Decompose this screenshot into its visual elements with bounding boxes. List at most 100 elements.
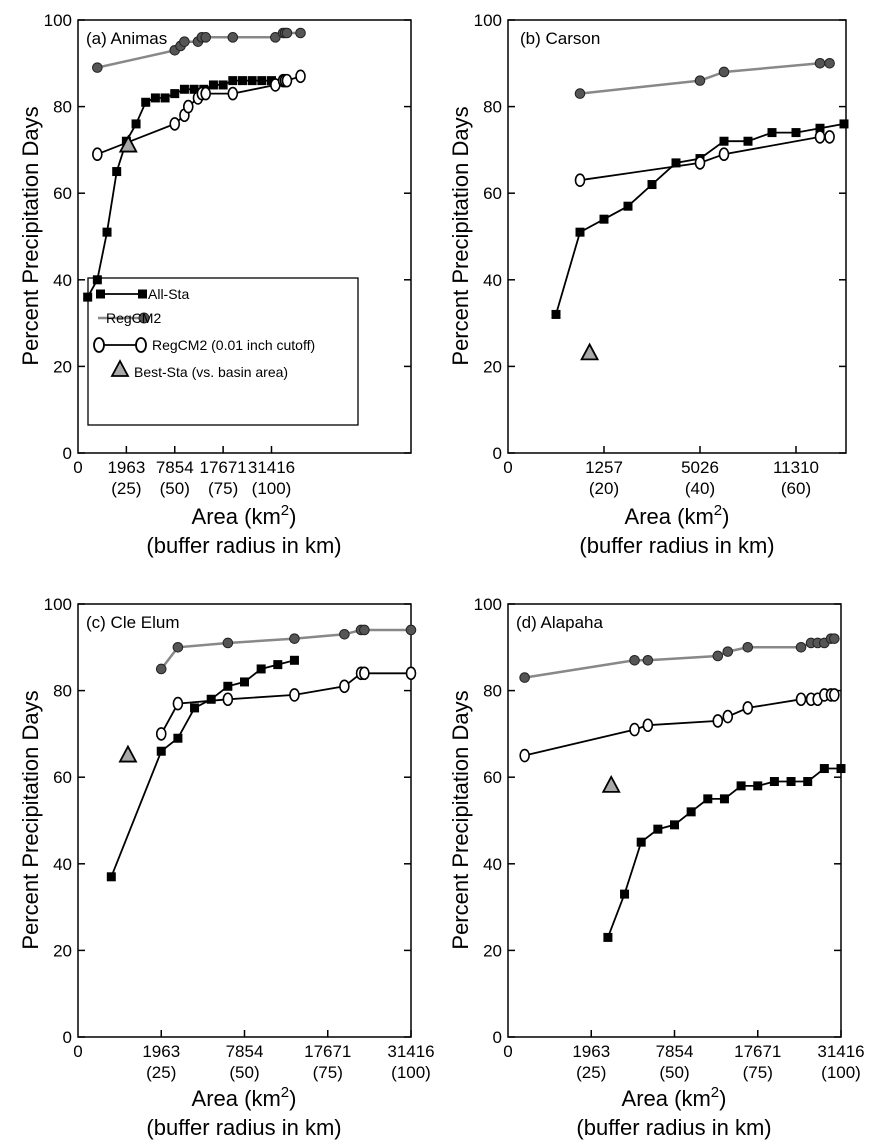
x-tick-sublabel: (40)	[685, 479, 715, 498]
point-all-sta	[719, 794, 729, 804]
series-line-all-sta	[110, 659, 295, 878]
y-tick-label: 0	[63, 444, 72, 463]
point-all-sta	[815, 123, 825, 133]
x-axis-sublabel: (buffer radius in km)	[579, 533, 774, 558]
x-tick-sublabel: (50)	[229, 1063, 259, 1082]
point-all-sta	[653, 824, 663, 834]
x-axis-label: Area (km2)	[625, 502, 730, 529]
point-best-sta	[580, 342, 600, 361]
point-all-sta	[743, 136, 753, 146]
legend-marker-oval	[93, 337, 105, 353]
point-all-sta	[102, 227, 112, 237]
point-regcm2-cutoff	[712, 714, 724, 728]
point-regcm2-cutoff	[169, 117, 181, 131]
y-tick-label: 0	[63, 1028, 72, 1047]
point-regcm2-cutoff	[814, 130, 826, 144]
panel-cle-elum: (c) Cle Elum Percent Precipitation Days …	[18, 595, 435, 1140]
point-all-sta	[647, 180, 657, 190]
point-regcm2	[222, 637, 234, 649]
x-tick-label: 11310	[773, 458, 819, 477]
legend-label-all-sta: All-Sta	[148, 286, 189, 302]
point-all-sta	[791, 128, 801, 138]
point-all-sta	[189, 84, 199, 94]
point-regcm2	[289, 633, 300, 644]
y-tick-label: 20	[483, 941, 502, 960]
point-regcm2	[694, 75, 706, 86]
point-all-sta	[620, 889, 630, 899]
point-regcm2	[814, 58, 826, 69]
legend-marker-square	[96, 289, 105, 299]
x-axis-label: Area (km2)	[192, 1084, 297, 1111]
y-tick-label: 60	[53, 768, 72, 787]
point-all-sta	[686, 807, 696, 817]
point-regcm2-cutoff	[172, 696, 184, 711]
y-tick-label: 40	[53, 855, 72, 874]
y-axis-label: Percent Precipitation Days	[18, 690, 43, 949]
point-all-sta	[273, 660, 283, 670]
legend-marker-circle	[138, 312, 150, 324]
y-tick-label: 80	[53, 682, 72, 701]
point-all-sta	[218, 80, 228, 90]
point-regcm2	[629, 654, 640, 666]
point-regcm2	[92, 62, 103, 73]
x-tick-sublabel: (20)	[589, 479, 619, 498]
point-regcm2	[829, 633, 840, 644]
point-regcm2	[281, 27, 293, 39]
y-tick-label: 20	[53, 941, 72, 960]
x-tick-sublabel: (75)	[313, 1063, 343, 1082]
point-regcm2-cutoff	[795, 692, 807, 707]
x-tick-label: 31416	[387, 1042, 434, 1061]
point-all-sta	[289, 655, 299, 665]
legend-marker-square	[138, 289, 147, 299]
point-regcm2	[172, 642, 184, 653]
point-regcm2-cutoff	[155, 727, 167, 741]
panel-animas: (a) Animas Percent Precipitation Days Ar…	[18, 11, 412, 558]
x-tick-sublabel: (100)	[821, 1063, 861, 1082]
point-regcm2-cutoff	[339, 679, 350, 694]
panel-title: (c) Cle Elum	[86, 613, 180, 632]
y-tick-label: 80	[483, 98, 502, 117]
point-all-sta	[671, 158, 681, 168]
point-all-sta	[150, 93, 160, 103]
point-regcm2	[155, 663, 167, 675]
point-all-sta	[223, 681, 233, 691]
y-axis-label: Percent Precipitation Days	[18, 106, 43, 365]
y-tick-label: 0	[493, 444, 502, 463]
point-regcm2	[359, 624, 370, 636]
plot-marks: 0 20 40 60 80 100 0 1963 (25) 7854 (50) 17671 (75) 31…	[44, 11, 411, 498]
point-regcm2-cutoff	[182, 99, 194, 114]
x-tick-label: 31416	[817, 1042, 864, 1061]
x-tick-label: 7854	[656, 1042, 694, 1061]
x-axis-sublabel: (buffer radius in km)	[146, 533, 341, 558]
point-regcm2	[824, 58, 835, 69]
point-regcm2	[295, 27, 306, 39]
series-line-regcm2-cutoff	[524, 694, 835, 757]
point-all-sta	[206, 694, 216, 704]
x-tick-sublabel: (25)	[146, 1063, 176, 1082]
point-regcm2-cutoff	[574, 173, 586, 188]
y-tick-label: 40	[483, 855, 502, 874]
point-regcm2	[227, 32, 239, 43]
point-regcm2	[712, 650, 724, 662]
point-regcm2	[405, 624, 417, 636]
y-tick-label: 40	[53, 271, 72, 290]
point-all-sta	[112, 167, 122, 177]
x-tick-label: 17671	[199, 458, 246, 477]
y-tick-label: 100	[474, 11, 502, 30]
point-regcm2	[642, 654, 654, 666]
point-best-sta	[601, 774, 621, 793]
point-all-sta	[703, 794, 713, 804]
point-regcm2-cutoff	[281, 73, 293, 88]
panel-alapaha: (d) Alapaha Percent Precipitation Days A…	[448, 595, 865, 1140]
point-all-sta	[636, 837, 646, 847]
point-regcm2	[795, 642, 807, 653]
x-tick-label: 1963	[142, 1042, 180, 1061]
y-tick-label: 100	[44, 11, 72, 30]
point-all-sta	[170, 89, 180, 99]
point-all-sta	[228, 76, 238, 86]
x-tick-label: 0	[503, 1042, 512, 1061]
point-all-sta	[83, 292, 93, 302]
x-tick-label: 1963	[107, 458, 145, 477]
x-tick-label: 17671	[734, 1042, 781, 1061]
point-regcm2-cutoff	[718, 147, 730, 162]
